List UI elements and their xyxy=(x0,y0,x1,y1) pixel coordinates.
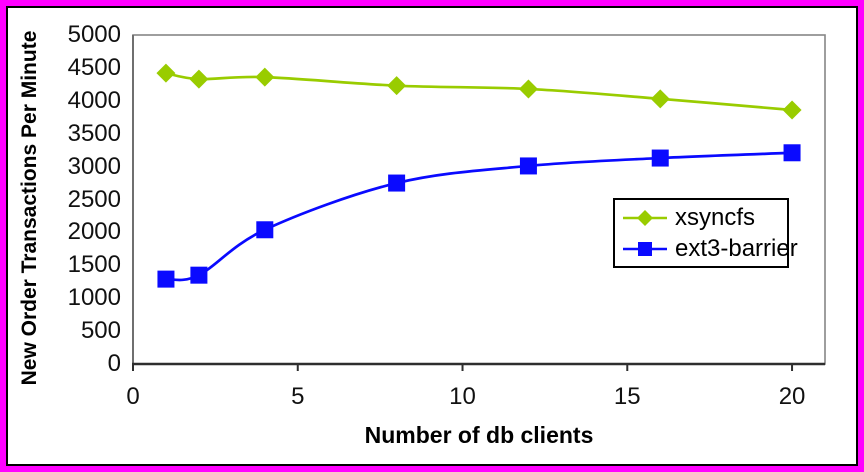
y-tick-label: 3500 xyxy=(67,119,121,147)
series-ext3-barrier-marker xyxy=(157,270,175,288)
legend-label-ext3-barrier: ext3-barrier xyxy=(675,234,798,262)
series-ext3-barrier-marker xyxy=(519,157,537,175)
series-xsyncfs-marker xyxy=(782,100,802,120)
series-ext3-barrier-marker xyxy=(256,221,274,239)
series-ext3-barrier-marker xyxy=(651,149,669,167)
xsyncfs-diamond-marker-icon xyxy=(623,209,667,226)
y-tick-label: 4500 xyxy=(67,53,121,81)
series-ext3-barrier-marker xyxy=(388,174,406,192)
y-tick-label: 5000 xyxy=(67,21,121,48)
series-xsyncfs-marker xyxy=(650,89,670,109)
y-tick-label: 0 xyxy=(107,350,121,377)
y-tick-label: 2500 xyxy=(67,185,121,213)
series-xsyncfs-marker xyxy=(189,69,209,89)
series-xsyncfs-marker xyxy=(518,79,538,99)
y-tick-label: 2000 xyxy=(67,218,121,246)
x-tick-label: 0 xyxy=(126,383,140,410)
y-tick-label: 500 xyxy=(80,317,121,345)
x-tick-label: 20 xyxy=(778,383,806,410)
ext3-barrier-square-marker-icon xyxy=(623,241,667,256)
series-xsyncfs-marker xyxy=(156,63,176,83)
legend-item-xsyncfs: xsyncfs xyxy=(622,202,787,233)
legend-item-ext3-barrier: ext3-barrier xyxy=(622,233,798,264)
y-tick-label: 1500 xyxy=(67,251,121,279)
x-tick-label: 5 xyxy=(291,383,305,410)
series-xsyncfs-marker xyxy=(255,67,275,87)
y-tick-label: 1000 xyxy=(67,284,121,312)
y-tick-label: 4000 xyxy=(67,86,121,114)
series-ext3-barrier-marker xyxy=(190,266,208,284)
x-axis-title: Number of db clients xyxy=(364,422,594,448)
legend-label-xsyncfs: xsyncfs xyxy=(675,203,756,231)
x-tick-label: 15 xyxy=(613,383,641,410)
x-tick-label: 10 xyxy=(449,383,476,410)
y-tick-label: 3000 xyxy=(67,152,121,180)
legend: xsyncfs ext3-barrier xyxy=(613,198,798,268)
series-ext3-barrier-marker xyxy=(783,144,801,162)
series-xsyncfs-marker xyxy=(387,76,407,96)
